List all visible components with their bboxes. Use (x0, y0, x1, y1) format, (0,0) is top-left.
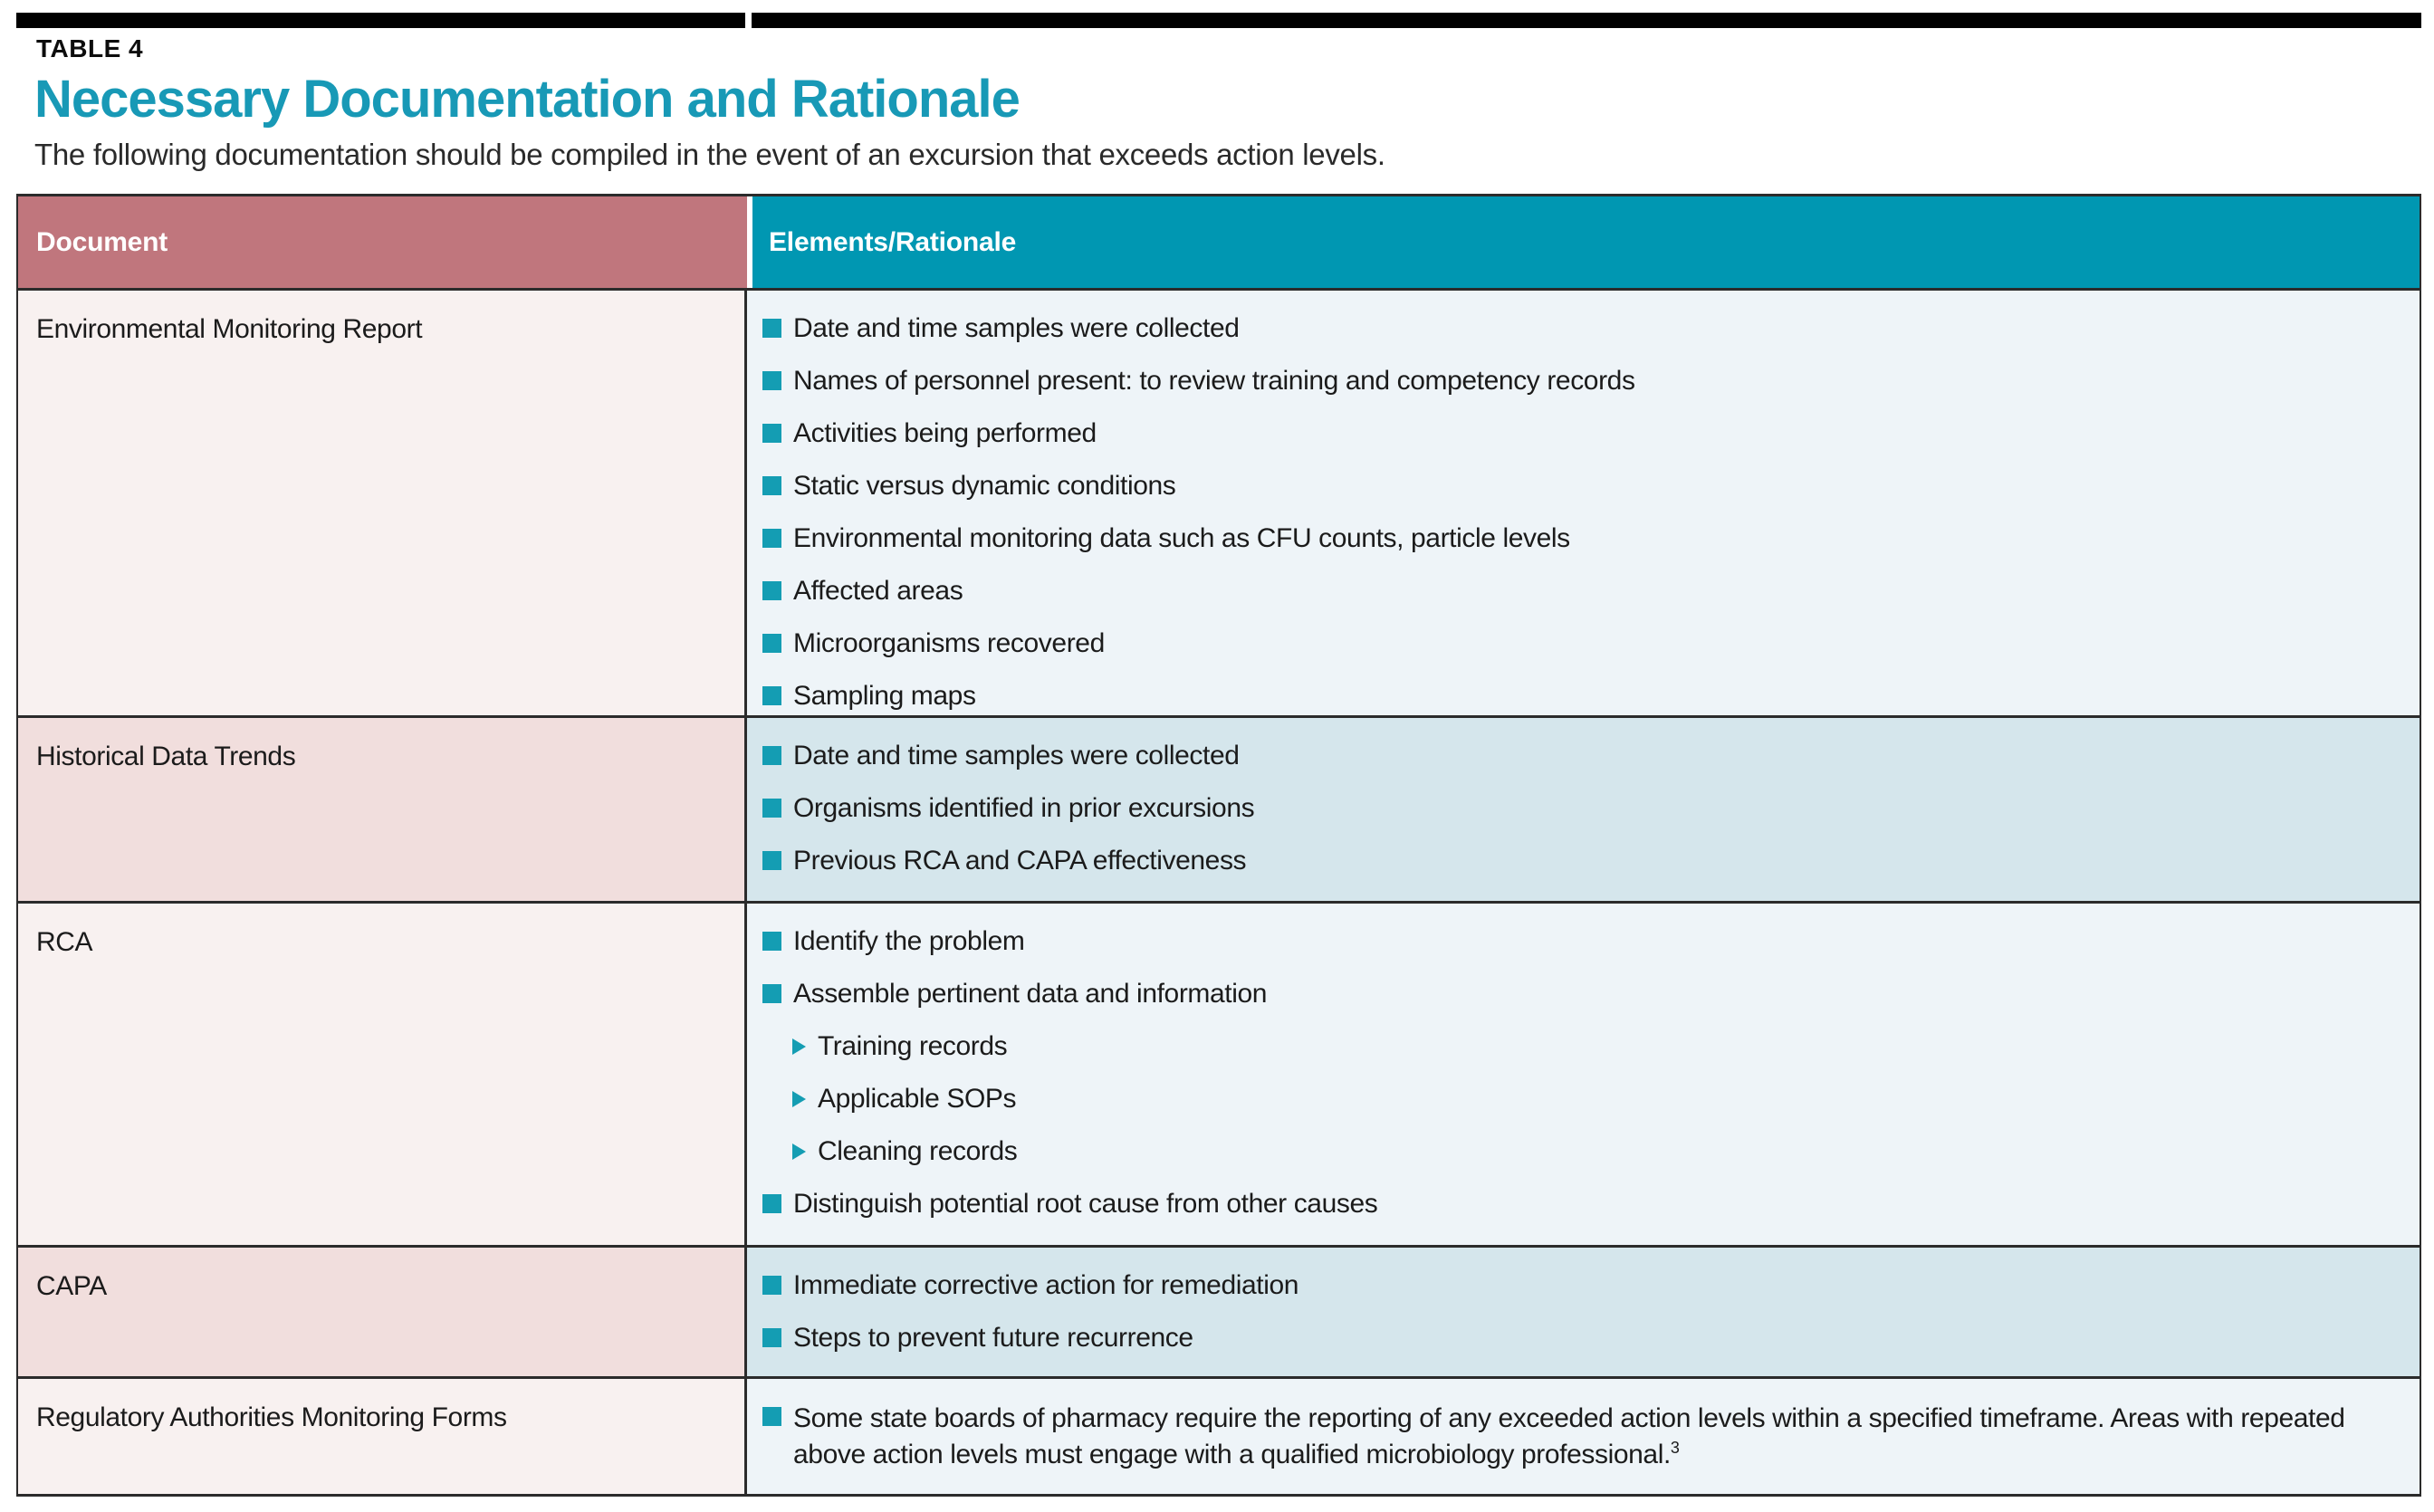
list-item-text: Affected areas (793, 576, 963, 606)
page-title: Necessary Documentation and Rationale (34, 70, 1021, 129)
top-bar-right-segment (752, 13, 2421, 28)
list-item: Microorganisms recovered (762, 627, 2396, 660)
page-subtitle: The following documentation should be co… (34, 138, 1385, 171)
elements-cell: Some state boards of pharmacy require th… (747, 1379, 2420, 1494)
document-cell: RCA (18, 904, 747, 1245)
table-row: Regulatory Authorities Monitoring Forms S… (18, 1376, 2420, 1494)
list-item: Distinguish potential root cause from ot… (762, 1188, 2396, 1220)
list-item: Activities being performed (762, 417, 2396, 450)
square-bullet-icon (762, 1276, 781, 1295)
footnote-reference: 3 (1670, 1439, 1680, 1457)
list-item-text: Training records (818, 1031, 1008, 1061)
document-name: Environmental Monitoring Report (36, 314, 423, 344)
top-bar-gap (745, 13, 752, 28)
header-gap (747, 196, 752, 288)
square-bullet-icon (762, 371, 781, 390)
document-name: Historical Data Trends (36, 742, 296, 771)
list-item-text: Applicable SOPs (818, 1084, 1017, 1114)
document-cell: Regulatory Authorities Monitoring Forms (18, 1379, 747, 1494)
table-header-row: Document Elements/Rationale (18, 194, 2420, 288)
sub-list-item: Applicable SOPs (792, 1083, 2396, 1115)
table-row: Environmental Monitoring Report Date and … (18, 288, 2420, 715)
square-bullet-icon (762, 984, 781, 1003)
list-item-text: Names of personnel present: to review tr… (793, 366, 1635, 396)
square-bullet-icon (762, 634, 781, 653)
list-item-text: Cleaning records (818, 1136, 1018, 1166)
column-header-label: Document (36, 226, 168, 257)
document-name: RCA (36, 927, 93, 957)
document-cell: Environmental Monitoring Report (18, 291, 747, 715)
triangle-bullet-icon (792, 1038, 806, 1055)
header-cell-elements: Elements/Rationale (752, 196, 2420, 288)
top-accent-bar (16, 13, 2421, 28)
list-item: Identify the problem (762, 925, 2396, 958)
document-cell: CAPA (18, 1248, 747, 1376)
list-item-text: Immediate corrective action for remediat… (793, 1270, 1299, 1300)
list-item: Sampling maps (762, 680, 2396, 713)
square-bullet-icon (762, 1194, 781, 1213)
square-bullet-icon (762, 476, 781, 495)
square-bullet-icon (762, 932, 781, 951)
list-item-text: Static versus dynamic conditions (793, 471, 1176, 501)
list-item-text: Organisms identified in prior excursions (793, 793, 1255, 823)
table-row: CAPA Immediate corrective action for reme… (18, 1245, 2420, 1376)
list-item-text: Environmental monitoring data such as CF… (793, 523, 1570, 553)
list-item-text: Date and time samples were collected (793, 741, 1240, 770)
list-item: Previous RCA and CAPA effectiveness (762, 845, 2396, 877)
square-bullet-icon (762, 1407, 781, 1426)
square-bullet-icon (762, 686, 781, 705)
square-bullet-icon (762, 581, 781, 600)
square-bullet-icon (762, 424, 781, 443)
list-item: Names of personnel present: to review tr… (762, 365, 2396, 397)
document-name: CAPA (36, 1271, 107, 1301)
header-cell-document: Document (18, 196, 747, 288)
list-item-text: Assemble pertinent data and information (793, 979, 1268, 1009)
elements-cell: Date and time samples were collected Orga… (747, 718, 2420, 901)
list-item: Date and time samples were collected (762, 740, 2396, 772)
triangle-bullet-icon (792, 1091, 806, 1107)
column-header-label: Elements/Rationale (769, 226, 1017, 257)
documentation-table: Document Elements/Rationale Environmenta… (16, 194, 2421, 1497)
list-item-text: Activities being performed (793, 418, 1097, 448)
table-row: RCA Identify the problem Assemble pertinen… (18, 901, 2420, 1245)
square-bullet-icon (762, 1328, 781, 1347)
list-item: Some state boards of pharmacy require th… (762, 1401, 2396, 1473)
list-item-text: Some state boards of pharmacy require th… (793, 1403, 2345, 1469)
list-item: Organisms identified in prior excursions (762, 792, 2396, 825)
list-item-text: Steps to prevent future recurrence (793, 1323, 1193, 1353)
list-item: Environmental monitoring data such as CF… (762, 522, 2396, 555)
list-item-text: Previous RCA and CAPA effectiveness (793, 846, 1247, 876)
triangle-bullet-icon (792, 1144, 806, 1160)
square-bullet-icon (762, 529, 781, 548)
list-item: Immediate corrective action for remediat… (762, 1269, 2396, 1302)
square-bullet-icon (762, 319, 781, 338)
square-bullet-icon (762, 799, 781, 818)
document-name: Regulatory Authorities Monitoring Forms (36, 1402, 507, 1432)
elements-cell: Identify the problem Assemble pertinent d… (747, 904, 2420, 1245)
list-item: Steps to prevent future recurrence (762, 1322, 2396, 1354)
list-item-text: Distinguish potential root cause from ot… (793, 1189, 1378, 1219)
table-number-label: TABLE 4 (36, 34, 144, 62)
sub-list-item: Cleaning records (792, 1135, 2396, 1168)
sub-list-item: Training records (792, 1030, 2396, 1063)
list-item-text: Date and time samples were collected (793, 313, 1240, 343)
list-item: Date and time samples were collected (762, 312, 2396, 345)
square-bullet-icon (762, 746, 781, 765)
list-item-text: Sampling maps (793, 681, 976, 711)
table-row: Historical Data Trends Date and time samp… (18, 715, 2420, 901)
list-item-text: Microorganisms recovered (793, 628, 1105, 658)
list-item: Affected areas (762, 575, 2396, 608)
table-body: Environmental Monitoring Report Date and … (18, 288, 2420, 1494)
elements-cell: Date and time samples were collected Name… (747, 291, 2420, 715)
top-bar-left-segment (16, 13, 745, 28)
list-item: Assemble pertinent data and information (762, 978, 2396, 1010)
elements-cell: Immediate corrective action for remediat… (747, 1248, 2420, 1376)
list-item: Static versus dynamic conditions (762, 470, 2396, 502)
square-bullet-icon (762, 851, 781, 870)
list-item-text: Identify the problem (793, 926, 1025, 956)
document-cell: Historical Data Trends (18, 718, 747, 901)
